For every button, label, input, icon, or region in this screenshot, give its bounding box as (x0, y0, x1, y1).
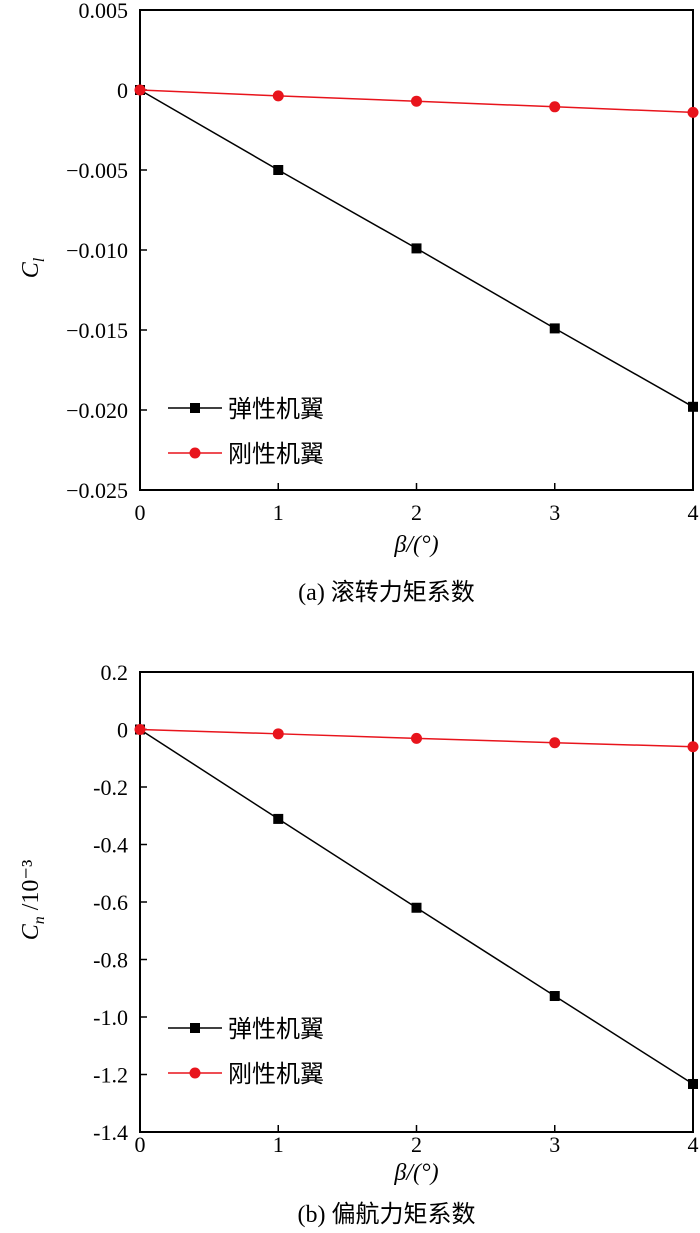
data-point-circle (549, 737, 561, 749)
y-tick-label: −0.005 (66, 158, 128, 183)
y-tick-label: -0.6 (93, 890, 128, 915)
chart-a: 0 1 2 3 4 0.005 0 −0.005 −0.010 −0.015 −0.020 −0.02… (18, 0, 699, 606)
y-tick-label: 0 (117, 718, 128, 743)
y-tick-label: 0.2 (101, 660, 129, 685)
y-tick-label: −0.025 (66, 478, 128, 503)
series-rigid-wing: 刚性机翼 (134, 724, 699, 1088)
data-point-circle (134, 84, 146, 96)
y-label-unit: /10⁻³ (18, 860, 44, 917)
data-point-square (273, 165, 284, 175)
y-tick-label: -1.2 (93, 1063, 128, 1088)
y-tick-label: −0.020 (66, 398, 128, 423)
data-point-square (411, 243, 422, 254)
data-point-circle (687, 741, 699, 753)
x-tick-label: 4 (688, 1132, 699, 1157)
y-tick-label: -1.0 (93, 1005, 128, 1030)
legend-label: 刚性机翼 (228, 440, 324, 468)
x-tick-label: 3 (549, 1132, 560, 1157)
data-point-circle (411, 95, 422, 107)
chart-b: 0 1 2 3 4 0.2 0 -0.2 -0.4 -0.6 -0.8 -1.0 -1.2 -1.4 β/(… (18, 660, 699, 1228)
y-tick-label: −0.015 (66, 318, 128, 343)
y-axis-label: Cn /10⁻³ (18, 860, 48, 941)
y-label-symbol: C (18, 923, 44, 940)
y-label-subscript: n (31, 916, 48, 924)
data-point-square (549, 991, 560, 1002)
x-tick-label: 4 (688, 500, 699, 525)
y-label-symbol: C (18, 261, 44, 278)
data-point-circle (272, 90, 284, 102)
y-label-subscript: l (31, 257, 48, 262)
x-tick-label: 3 (549, 500, 560, 525)
figure-caption: (b) 偏航力矩系数 (298, 1201, 476, 1228)
legend-marker-circle (189, 447, 201, 459)
y-tick-label: 0 (117, 78, 128, 103)
y-tick-label: -0.4 (93, 833, 128, 858)
x-axis-label: β/(°) (393, 532, 438, 558)
legend-label: 刚性机翼 (228, 1060, 324, 1088)
data-point-circle (134, 724, 146, 735)
x-tick-label: 0 (135, 500, 146, 525)
series-elastic-wing: 弹性机翼 (135, 724, 698, 1089)
x-tick-label: 0 (135, 1132, 146, 1157)
y-tick-label: -0.8 (93, 948, 128, 973)
legend-marker-circle (189, 1067, 201, 1079)
data-point-square (688, 1078, 698, 1089)
data-point-circle (687, 106, 699, 118)
data-point-square (273, 813, 284, 824)
series-rigid-wing: 刚性机翼 (134, 84, 699, 468)
y-tick-label: -0.2 (93, 775, 128, 800)
data-point-square (411, 902, 422, 913)
data-point-circle (549, 101, 561, 113)
y-axis-label: Cl (18, 257, 48, 278)
legend-marker-square (190, 1023, 200, 1033)
figure-caption: (a) 滚转力矩系数 (298, 579, 475, 606)
legend-label: 弹性机翼 (228, 395, 324, 423)
data-point-square (549, 323, 560, 334)
data-point-circle (411, 732, 422, 744)
x-axis-label: β/(°) (393, 1160, 438, 1186)
x-tick-label: 1 (273, 1132, 284, 1157)
y-tick-label: -1.4 (93, 1120, 128, 1145)
data-point-square (688, 401, 698, 412)
series-elastic-wing: 弹性机翼 (135, 85, 698, 423)
y-tick-label: 0.005 (79, 0, 129, 23)
legend-marker-square (190, 403, 200, 413)
y-tick-label: −0.010 (66, 238, 128, 263)
legend-label: 弹性机翼 (228, 1015, 324, 1043)
x-tick-label: 2 (411, 500, 422, 525)
x-tick-label: 1 (273, 500, 284, 525)
data-point-circle (272, 728, 284, 740)
x-tick-label: 2 (411, 1132, 422, 1157)
